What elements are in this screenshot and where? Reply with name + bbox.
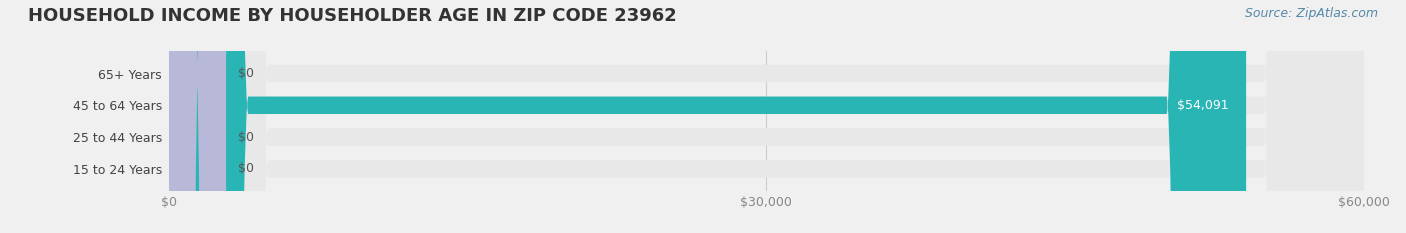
FancyBboxPatch shape (169, 0, 226, 233)
FancyBboxPatch shape (169, 0, 226, 233)
Text: $0: $0 (238, 130, 254, 144)
FancyBboxPatch shape (169, 0, 1364, 233)
Text: $0: $0 (238, 162, 254, 175)
FancyBboxPatch shape (169, 0, 226, 233)
FancyBboxPatch shape (169, 0, 1364, 233)
FancyBboxPatch shape (169, 0, 1246, 233)
FancyBboxPatch shape (169, 0, 1364, 233)
Text: Source: ZipAtlas.com: Source: ZipAtlas.com (1244, 7, 1378, 20)
Text: $54,091: $54,091 (1177, 99, 1229, 112)
Text: HOUSEHOLD INCOME BY HOUSEHOLDER AGE IN ZIP CODE 23962: HOUSEHOLD INCOME BY HOUSEHOLDER AGE IN Z… (28, 7, 676, 25)
Text: $0: $0 (238, 67, 254, 80)
FancyBboxPatch shape (169, 0, 1364, 233)
